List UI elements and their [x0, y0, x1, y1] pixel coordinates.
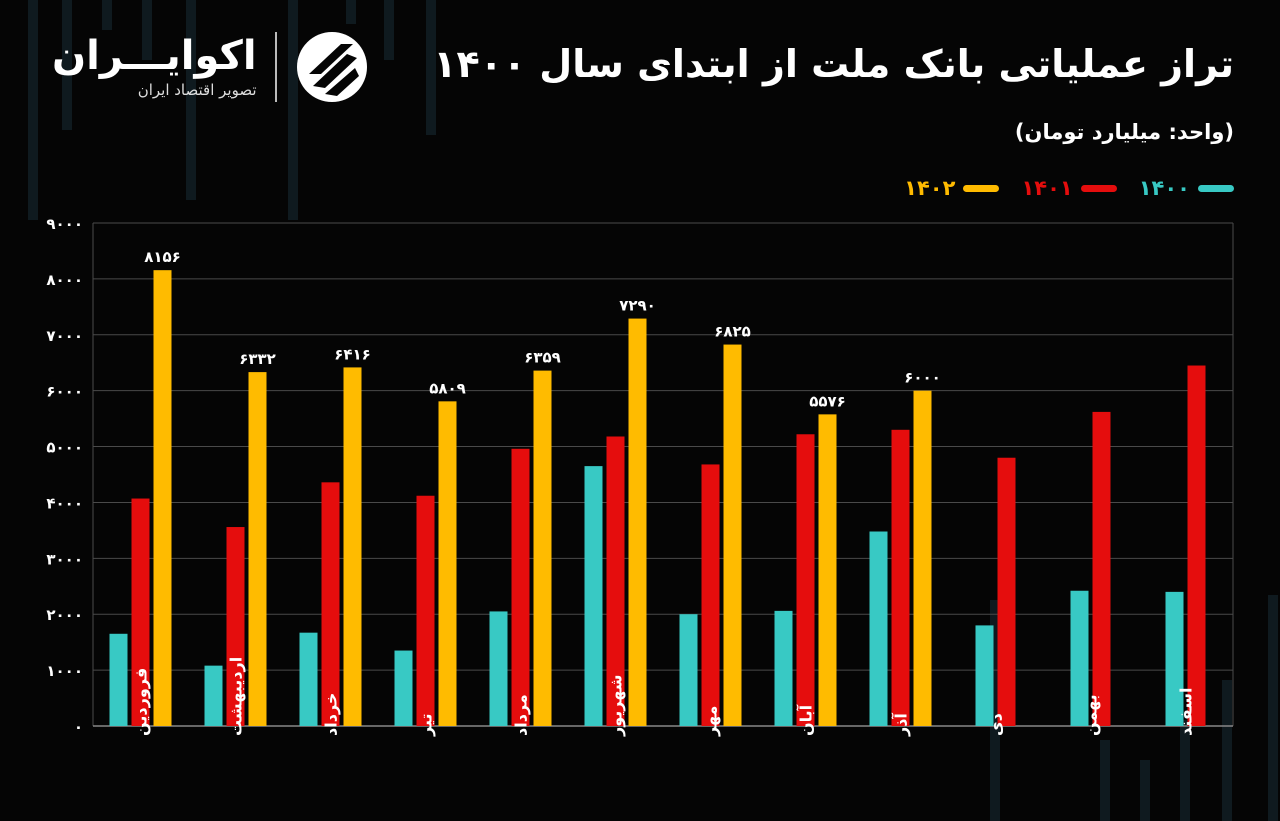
bar-1402 [153, 270, 172, 726]
logo-name: اکوایـــران [52, 33, 257, 79]
decor-bar [1268, 595, 1278, 821]
legend-label-1402: ۱۴۰۲ [904, 176, 956, 200]
logo-divider [274, 32, 277, 102]
x-tick-label: بهمن [1082, 694, 1101, 736]
bar-1400 [584, 466, 603, 726]
decor-bar [384, 0, 394, 60]
bar-1401 [131, 498, 150, 726]
x-tick-label: مهر [702, 706, 721, 737]
bar-1402 [533, 370, 552, 726]
data-label: ۷۲۹۰ [619, 297, 656, 315]
bar-1401 [997, 457, 1016, 726]
bar-1402 [723, 344, 742, 726]
bar-1400 [975, 625, 994, 726]
bar-1401 [321, 482, 340, 726]
data-label: ۸۱۵۶ [144, 248, 181, 266]
legend-item-1400: ۱۴۰۰ [1139, 176, 1234, 200]
chart-subtitle: (واحد: میلیارد تومان) [1014, 120, 1234, 144]
legend-swatch-1402 [963, 184, 1000, 192]
bar-1401 [701, 464, 720, 726]
decor-bar [62, 0, 72, 130]
x-tick-label: آذر [891, 713, 911, 737]
bar-1402 [343, 367, 362, 726]
logo-text: اکوایـــران تصویر اقتصاد ایران [52, 35, 257, 99]
decor-bar [142, 0, 152, 60]
decor-bar [346, 0, 356, 24]
decor-bar [426, 0, 436, 135]
y-tick-label: ۶۰۰۰ [46, 383, 83, 401]
x-tick-label: اردیبهشت [227, 657, 246, 736]
decor-bar [990, 600, 1000, 821]
decor-bar [1222, 680, 1232, 821]
decor-bar [1100, 740, 1110, 821]
decor-bar [1140, 760, 1150, 821]
logo-tagline: تصویر اقتصاد ایران [137, 81, 257, 99]
legend-label-1400: ۱۴۰۰ [1138, 176, 1190, 200]
bar-1402 [818, 414, 837, 726]
data-label: ۶۳۳۲ [239, 350, 276, 368]
bar-1402 [913, 390, 932, 726]
data-label: ۶۰۰۰ [904, 369, 941, 387]
y-tick-label: ۱۰۰۰ [46, 662, 83, 680]
decor-bar [102, 0, 112, 30]
y-tick-label: ۸۰۰۰ [46, 271, 83, 289]
bar-1402 [438, 401, 457, 726]
bar-1400 [774, 610, 793, 726]
bar-1400 [489, 611, 508, 726]
data-label: ۵۵۷۶ [809, 392, 846, 410]
decor-bar [28, 0, 38, 220]
bar-1400 [679, 614, 698, 726]
logo-mark-icon [296, 32, 367, 102]
bar-1402 [628, 318, 647, 726]
bar-1402 [248, 372, 267, 726]
bar-1401 [606, 436, 625, 726]
bar-1400 [204, 665, 223, 726]
y-tick-label: ۰ [74, 718, 83, 736]
logo: اکوایـــران تصویر اقتصاد ایران [52, 30, 369, 104]
decor-bar [288, 0, 298, 220]
data-label: ۶۸۲۵ [714, 323, 751, 341]
x-tick-label: تیر [417, 714, 436, 738]
y-tick-label: ۵۰۰۰ [46, 439, 83, 457]
y-tick-label: ۴۰۰۰ [46, 494, 83, 512]
bar-1401 [1092, 411, 1111, 726]
legend-swatch-1401 [1080, 184, 1117, 192]
legend: ۱۴۰۰ ۱۴۰۱ ۱۴۰۲ [904, 176, 1234, 200]
x-tick-label: شهریور [607, 675, 626, 738]
bar-1400 [109, 633, 128, 726]
data-label: ۵۸۰۹ [429, 379, 466, 397]
y-tick-label: ۳۰۰۰ [46, 550, 83, 568]
bar-1400 [394, 650, 413, 726]
data-label: ۶۳۵۹ [524, 349, 561, 367]
decor-bar [1180, 720, 1190, 821]
legend-item-1402: ۱۴۰۲ [904, 176, 1000, 200]
y-tick-label: ۲۰۰۰ [46, 606, 83, 624]
x-tick-label: خرداد [322, 693, 341, 736]
bar-1401 [796, 434, 815, 726]
bar-1401 [226, 527, 245, 726]
bar-1400 [1070, 590, 1089, 726]
data-label: ۶۴۱۶ [334, 345, 371, 363]
bar-1401 [511, 448, 530, 726]
x-tick-label: دی [987, 713, 1006, 736]
legend-item-1401: ۱۴۰۱ [1021, 176, 1117, 200]
legend-label-1401: ۱۴۰۱ [1021, 176, 1073, 200]
bar-1400 [1165, 591, 1184, 726]
decor-bar [186, 0, 196, 200]
x-tick-label: آبان [796, 704, 816, 736]
y-tick-label: ۷۰۰۰ [46, 327, 83, 345]
x-tick-label: فروردین [132, 668, 151, 736]
y-tick-label: ۹۰۰۰ [46, 215, 83, 233]
bar-1401 [891, 429, 910, 726]
bar-1401 [1187, 365, 1206, 726]
bar-1400 [299, 632, 318, 726]
chart-title: تراز عملیاتی بانک ملت از ابتدای سال ۱۴۰۰ [433, 42, 1234, 86]
x-tick-label: اسفند [1177, 687, 1196, 736]
legend-swatch-1400 [1198, 184, 1234, 192]
bar-1400 [869, 531, 888, 726]
bar-1401 [416, 495, 435, 726]
x-tick-label: مرداد [512, 694, 531, 736]
